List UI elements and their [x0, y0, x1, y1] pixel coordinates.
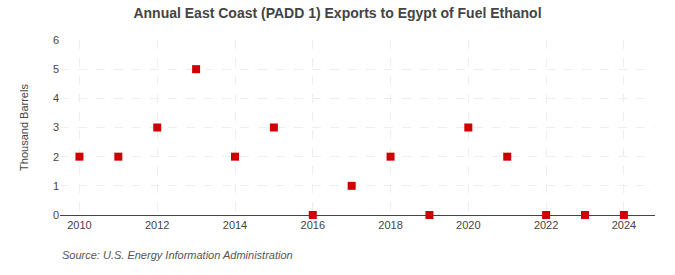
svg-text:Annual East Coast (PADD 1) Exp: Annual East Coast (PADD 1) Exports to Eg…: [133, 5, 541, 21]
svg-text:2020: 2020: [456, 219, 480, 231]
svg-text:2016: 2016: [301, 219, 325, 231]
svg-text:4: 4: [53, 92, 59, 104]
svg-text:2014: 2014: [223, 219, 247, 231]
svg-text:Source: U.S. Energy Informatio: Source: U.S. Energy Information Administ…: [62, 249, 293, 261]
svg-text:2: 2: [53, 151, 59, 163]
svg-text:2018: 2018: [378, 219, 402, 231]
svg-text:2024: 2024: [612, 219, 636, 231]
svg-text:2022: 2022: [534, 219, 558, 231]
svg-text:5: 5: [53, 63, 59, 75]
svg-text:6: 6: [53, 34, 59, 46]
svg-text:1: 1: [53, 180, 59, 192]
svg-text:2012: 2012: [145, 219, 169, 231]
svg-text:2010: 2010: [67, 219, 91, 231]
svg-text:0: 0: [53, 209, 59, 221]
svg-text:3: 3: [53, 121, 59, 133]
svg-text:Thousand Barrels: Thousand Barrels: [18, 84, 30, 171]
